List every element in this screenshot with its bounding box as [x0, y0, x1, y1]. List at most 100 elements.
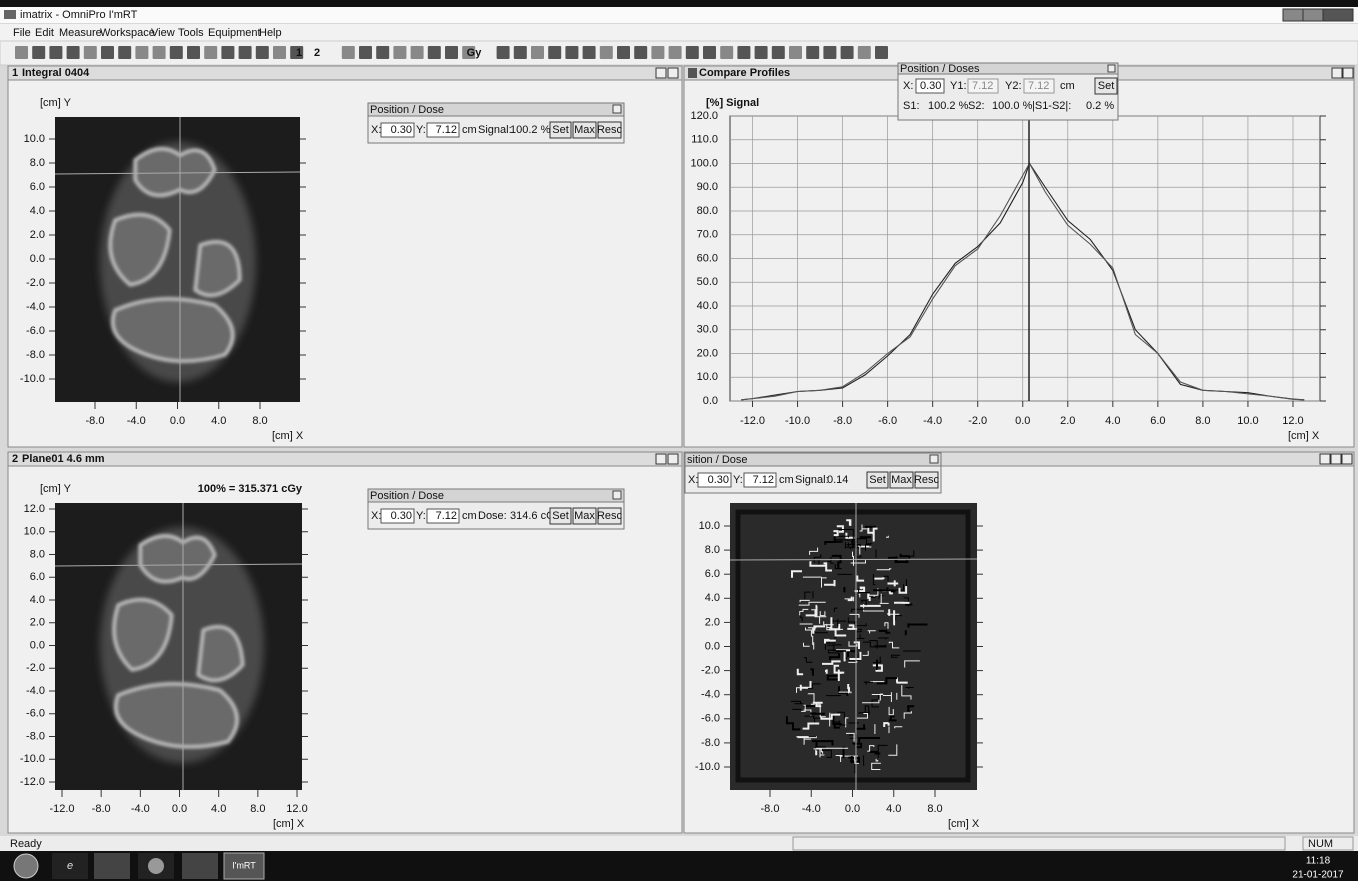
toolbar-icon[interactable] [15, 46, 28, 59]
toolbar-icon[interactable] [376, 46, 389, 59]
x-tick-label: 4.0 [1105, 415, 1120, 427]
toolbar-icon[interactable] [49, 46, 62, 59]
menu-item[interactable]: Measure [59, 27, 102, 39]
button-label[interactable]: Max [891, 474, 912, 486]
toolbar-label[interactable]: 1 [296, 47, 302, 59]
toolbar-icon[interactable] [583, 46, 596, 59]
panel-button[interactable] [1331, 454, 1341, 464]
button-label[interactable]: Resc [597, 124, 623, 136]
toolbar-icon[interactable] [342, 46, 355, 59]
toolbar-icon[interactable] [755, 46, 768, 59]
toolbar-icon[interactable] [703, 46, 716, 59]
toolbar-icon[interactable] [359, 46, 372, 59]
panel-button[interactable] [1332, 68, 1342, 78]
toolbar-icon[interactable] [772, 46, 785, 59]
toolbar-icon[interactable] [428, 46, 441, 59]
toolbar-icon[interactable] [67, 46, 80, 59]
toolbar-icon[interactable] [514, 46, 527, 59]
toolbar-icon[interactable] [84, 46, 97, 59]
start-button[interactable] [14, 854, 38, 878]
button-label[interactable]: Resc [914, 474, 940, 486]
menu-item[interactable]: Edit [35, 27, 54, 39]
toolbar-icon[interactable] [841, 46, 854, 59]
toolbar-icon[interactable] [135, 46, 148, 59]
toolbar-icon[interactable] [806, 46, 819, 59]
button-label[interactable]: Set [1098, 80, 1115, 92]
toolbar-icon[interactable] [737, 46, 750, 59]
panel-button[interactable] [1343, 68, 1353, 78]
y-tick-label: -8.0 [701, 737, 720, 749]
axis-title: [cm] X [272, 430, 304, 442]
toolbar-icon[interactable] [531, 46, 544, 59]
toolbar-icon[interactable] [858, 46, 871, 59]
close-button[interactable] [1323, 9, 1353, 21]
toolbar-icon[interactable] [411, 46, 424, 59]
toolbar-icon[interactable] [153, 46, 166, 59]
toolbar-icon[interactable] [118, 46, 131, 59]
minimize-button[interactable] [1283, 9, 1303, 21]
toolbar-icon[interactable] [497, 46, 510, 59]
toolbar-icon[interactable] [221, 46, 234, 59]
toolbar-icon[interactable] [273, 46, 286, 59]
button-label[interactable]: Set [869, 474, 886, 486]
toolbar-icon[interactable] [669, 46, 682, 59]
taskbar-button[interactable] [94, 853, 130, 879]
y-tick-label: 10.0 [697, 371, 718, 383]
toolbar-icon[interactable] [170, 46, 183, 59]
menu-item[interactable]: Help [259, 27, 282, 39]
toolbar-icon[interactable] [256, 46, 269, 59]
panel-button[interactable] [656, 68, 666, 78]
y-tick-label: 40.0 [697, 300, 718, 312]
toolbar-icon[interactable] [239, 46, 252, 59]
maximize-button[interactable] [1303, 9, 1323, 21]
toolbar-icon[interactable] [204, 46, 217, 59]
toolbar-label[interactable]: 2 [314, 47, 320, 59]
menu-item[interactable]: Equipment [208, 27, 261, 39]
panel-button[interactable] [1320, 454, 1330, 464]
button-label[interactable]: Set [552, 124, 569, 136]
toolbar-icon[interactable] [634, 46, 647, 59]
x-tick-label: 0.0 [172, 803, 187, 815]
toolbar-label[interactable]: Gy [467, 47, 483, 59]
toolbar-icon[interactable] [32, 46, 45, 59]
box-close[interactable] [613, 491, 621, 499]
axis-title: [cm] X [1288, 430, 1320, 442]
toolbar-icon[interactable] [393, 46, 406, 59]
toolbar-icon[interactable] [789, 46, 802, 59]
toolbar-icon[interactable] [101, 46, 114, 59]
y-tick-label: 6.0 [705, 568, 720, 580]
button-label[interactable]: Resc [597, 510, 623, 522]
toolbar-icon[interactable] [686, 46, 699, 59]
panel-button[interactable] [1342, 454, 1352, 464]
panel-button[interactable] [668, 454, 678, 464]
y-tick-label: 8.0 [30, 548, 45, 560]
toolbar-icon[interactable] [600, 46, 613, 59]
taskbar-button[interactable] [182, 853, 218, 879]
menu-item[interactable]: Tools [178, 27, 204, 39]
button-label[interactable]: Max [574, 510, 595, 522]
x-tick-label: -10.0 [785, 415, 810, 427]
panel-button[interactable] [668, 68, 678, 78]
toolbar-icon[interactable] [617, 46, 630, 59]
box-close[interactable] [613, 105, 621, 113]
toolbar-icon[interactable] [651, 46, 664, 59]
y-tick-label: 4.0 [30, 594, 45, 606]
toolbar-icon[interactable] [720, 46, 733, 59]
button-label[interactable]: Max [574, 124, 595, 136]
toolbar-icon[interactable] [548, 46, 561, 59]
y-tick-label: 110.0 [691, 134, 718, 146]
panel-button[interactable] [656, 454, 666, 464]
menu-item[interactable]: File [13, 27, 31, 39]
box-close[interactable] [1108, 65, 1115, 72]
quantity-label: Dose: [478, 510, 507, 522]
menu-item[interactable]: View [151, 27, 175, 39]
box-close[interactable] [930, 455, 938, 463]
menu-item[interactable]: Workspace [100, 27, 155, 39]
y-tick-label: -8.0 [26, 349, 45, 361]
toolbar-icon[interactable] [875, 46, 888, 59]
toolbar-icon[interactable] [565, 46, 578, 59]
button-label[interactable]: Set [552, 510, 569, 522]
toolbar-icon[interactable] [445, 46, 458, 59]
toolbar-icon[interactable] [823, 46, 836, 59]
toolbar-icon[interactable] [187, 46, 200, 59]
